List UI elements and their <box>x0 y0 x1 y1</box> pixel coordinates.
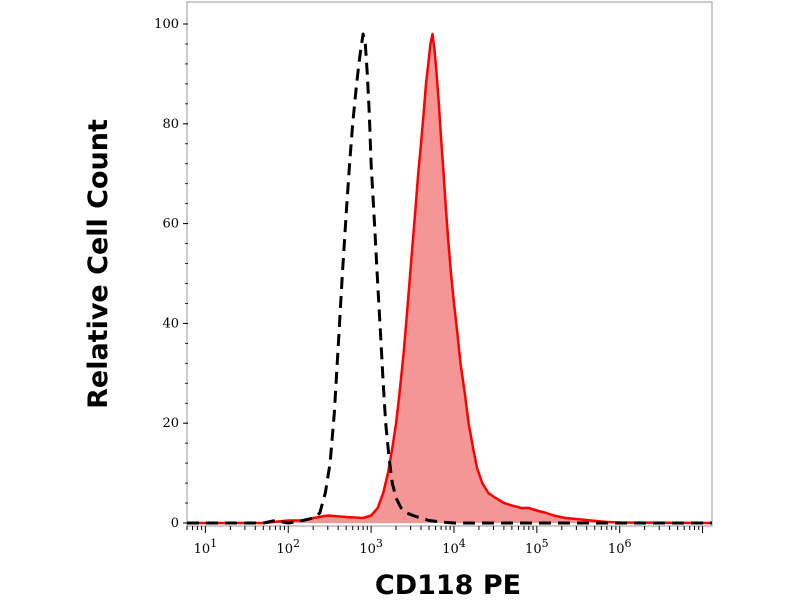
x-tick-label: 101 <box>194 537 218 557</box>
y-tick-label: 80 <box>162 117 179 132</box>
plot-area <box>186 1 713 527</box>
y-tick-label: 20 <box>162 416 179 431</box>
x-tick-label: 103 <box>359 537 383 557</box>
series-area-filled <box>187 34 712 523</box>
x-tick-label: 105 <box>525 537 549 557</box>
y-axis-title: Relative Cell Count <box>83 119 114 409</box>
plot-frame <box>186 1 713 527</box>
axes-layer: 0 20 40 60 80 100 101 102 103 104 105 106 <box>154 17 704 557</box>
x-axis-title: CD118 PE <box>375 570 521 600</box>
series-line-solid <box>187 32 713 525</box>
series-line-dashed <box>187 32 712 525</box>
x-tick-label: 104 <box>442 537 466 557</box>
y-tick-label: 0 <box>171 516 179 531</box>
y-tick-label: 100 <box>154 17 179 32</box>
y-tick-label: 40 <box>162 316 179 331</box>
x-tick-label: 106 <box>608 537 632 557</box>
x-tick-label: 102 <box>276 537 300 557</box>
y-tick-label: 60 <box>162 217 179 232</box>
series-layer <box>187 32 713 525</box>
